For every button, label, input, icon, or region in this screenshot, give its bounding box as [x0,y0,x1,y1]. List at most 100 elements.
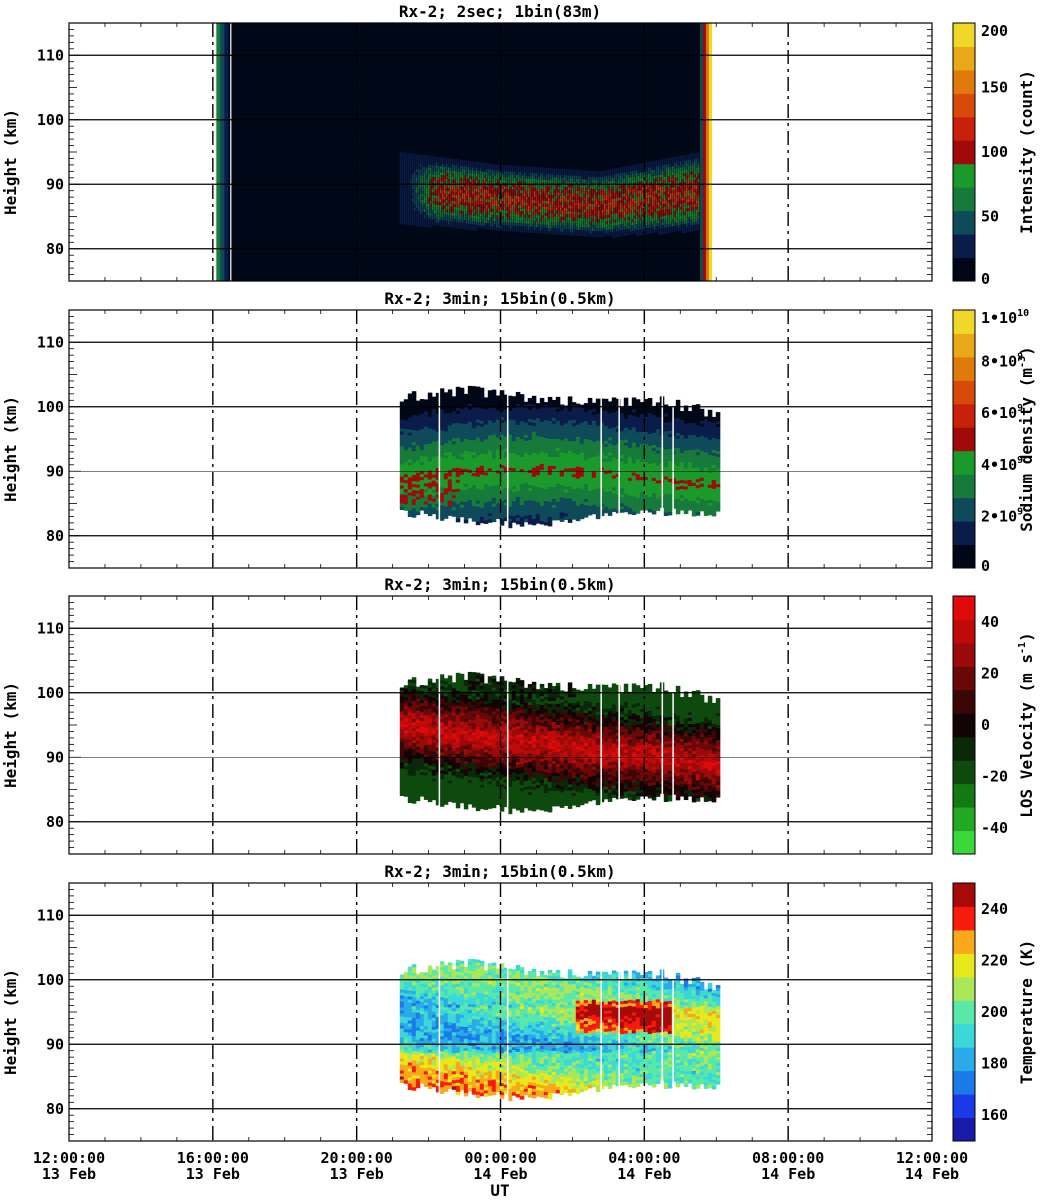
raw-count-cell [621,166,624,170]
raw-count-cell [623,217,626,221]
data-cell [463,423,469,428]
data-cell [491,410,497,415]
raw-count-cell [489,175,492,179]
raw-count-cell [557,183,560,187]
data-cell [455,434,461,439]
raw-count-cell [665,221,668,225]
raw-count-cell [663,224,666,228]
data-cell [431,432,437,437]
raw-count-cell [557,180,560,184]
raw-count-cell [637,226,640,230]
raw-count-cell [627,231,630,235]
data-cell [443,446,449,450]
raw-count-cell [457,207,460,211]
raw-count-cell [485,217,488,221]
data-cell [491,413,497,418]
raw-count-cell [693,168,696,172]
raw-count-cell [531,169,534,173]
raw-count-cell [559,207,562,211]
raw-count-cell [631,177,634,181]
data-cell [415,466,421,471]
raw-count-cell [641,205,644,209]
data-cell [471,395,477,399]
data-cell [455,455,461,460]
raw-count-cell [573,223,576,227]
data-cell [479,516,485,521]
raw-count-cell [435,219,438,223]
raw-count-cell [493,194,496,198]
raw-count-cell [587,218,590,222]
raw-count-cell [643,180,646,184]
raw-count-cell [645,168,648,172]
raw-count-cell [527,178,530,182]
data-cell [503,394,509,399]
raw-count-cell [681,227,684,231]
data-cell [487,414,493,418]
raw-count-cell [665,206,668,210]
data-cell [503,445,509,450]
raw-count-cell [475,215,478,219]
raw-count-cell [553,168,556,172]
data-cell [443,473,449,477]
raw-count-cell [487,220,490,224]
raw-count-cell [559,216,562,220]
raw-count-cell [659,168,662,172]
raw-count-cell [473,206,476,210]
raw-count-cell [663,158,666,162]
data-cell [523,488,529,493]
raw-count-cell [653,175,656,179]
raw-count-cell [533,194,536,198]
raw-count-cell [555,192,558,196]
data-cell [463,399,469,404]
raw-count-cell [449,185,452,189]
raw-count-cell [569,214,572,218]
raw-count-cell [681,188,684,192]
data-cell [487,483,493,487]
raw-count-cell [489,217,492,221]
raw-count-cell [459,225,462,229]
raw-count-cell [505,192,508,196]
raw-count-cell [451,194,454,198]
raw-count-cell [619,191,622,195]
raw-count-cell [551,216,554,220]
raw-count-cell [433,168,436,172]
data-cell [519,445,525,449]
raw-count-cell [415,208,418,212]
raw-count-cell [669,217,672,221]
raw-count-cell [405,203,408,207]
colorbar-segment [953,257,975,282]
raw-count-cell [463,184,466,188]
raw-count-cell [431,156,434,160]
raw-count-cell [593,173,596,177]
data-cell [411,445,417,449]
raw-count-cell [651,170,654,174]
raw-count-cell [449,173,452,177]
data-cell [451,396,457,400]
raw-count-cell [597,171,600,175]
data-cell [495,515,501,520]
raw-count-cell [441,193,444,197]
data-cell [467,472,473,477]
data-cell [451,507,457,511]
raw-count-cell [659,180,662,184]
raw-count-cell [587,230,590,234]
raw-count-edge [700,23,704,281]
raw-count-cell [413,207,416,211]
raw-count-cell [641,193,644,197]
data-cell [479,468,485,473]
data-cell [503,424,509,429]
raw-count-cell [661,180,664,184]
raw-count-cell [615,177,618,181]
raw-count-cell [647,206,650,210]
raw-count-cell [509,210,512,214]
raw-count-cell [513,171,516,175]
raw-count-cell [411,183,414,187]
data-cell [483,466,489,470]
data-cell [439,400,445,404]
data-cell [419,441,425,445]
raw-count-cell [545,185,548,189]
raw-count-cell [589,227,592,231]
raw-count-cell [589,206,592,210]
raw-count-cell [691,198,694,202]
raw-count-cell [549,204,552,208]
